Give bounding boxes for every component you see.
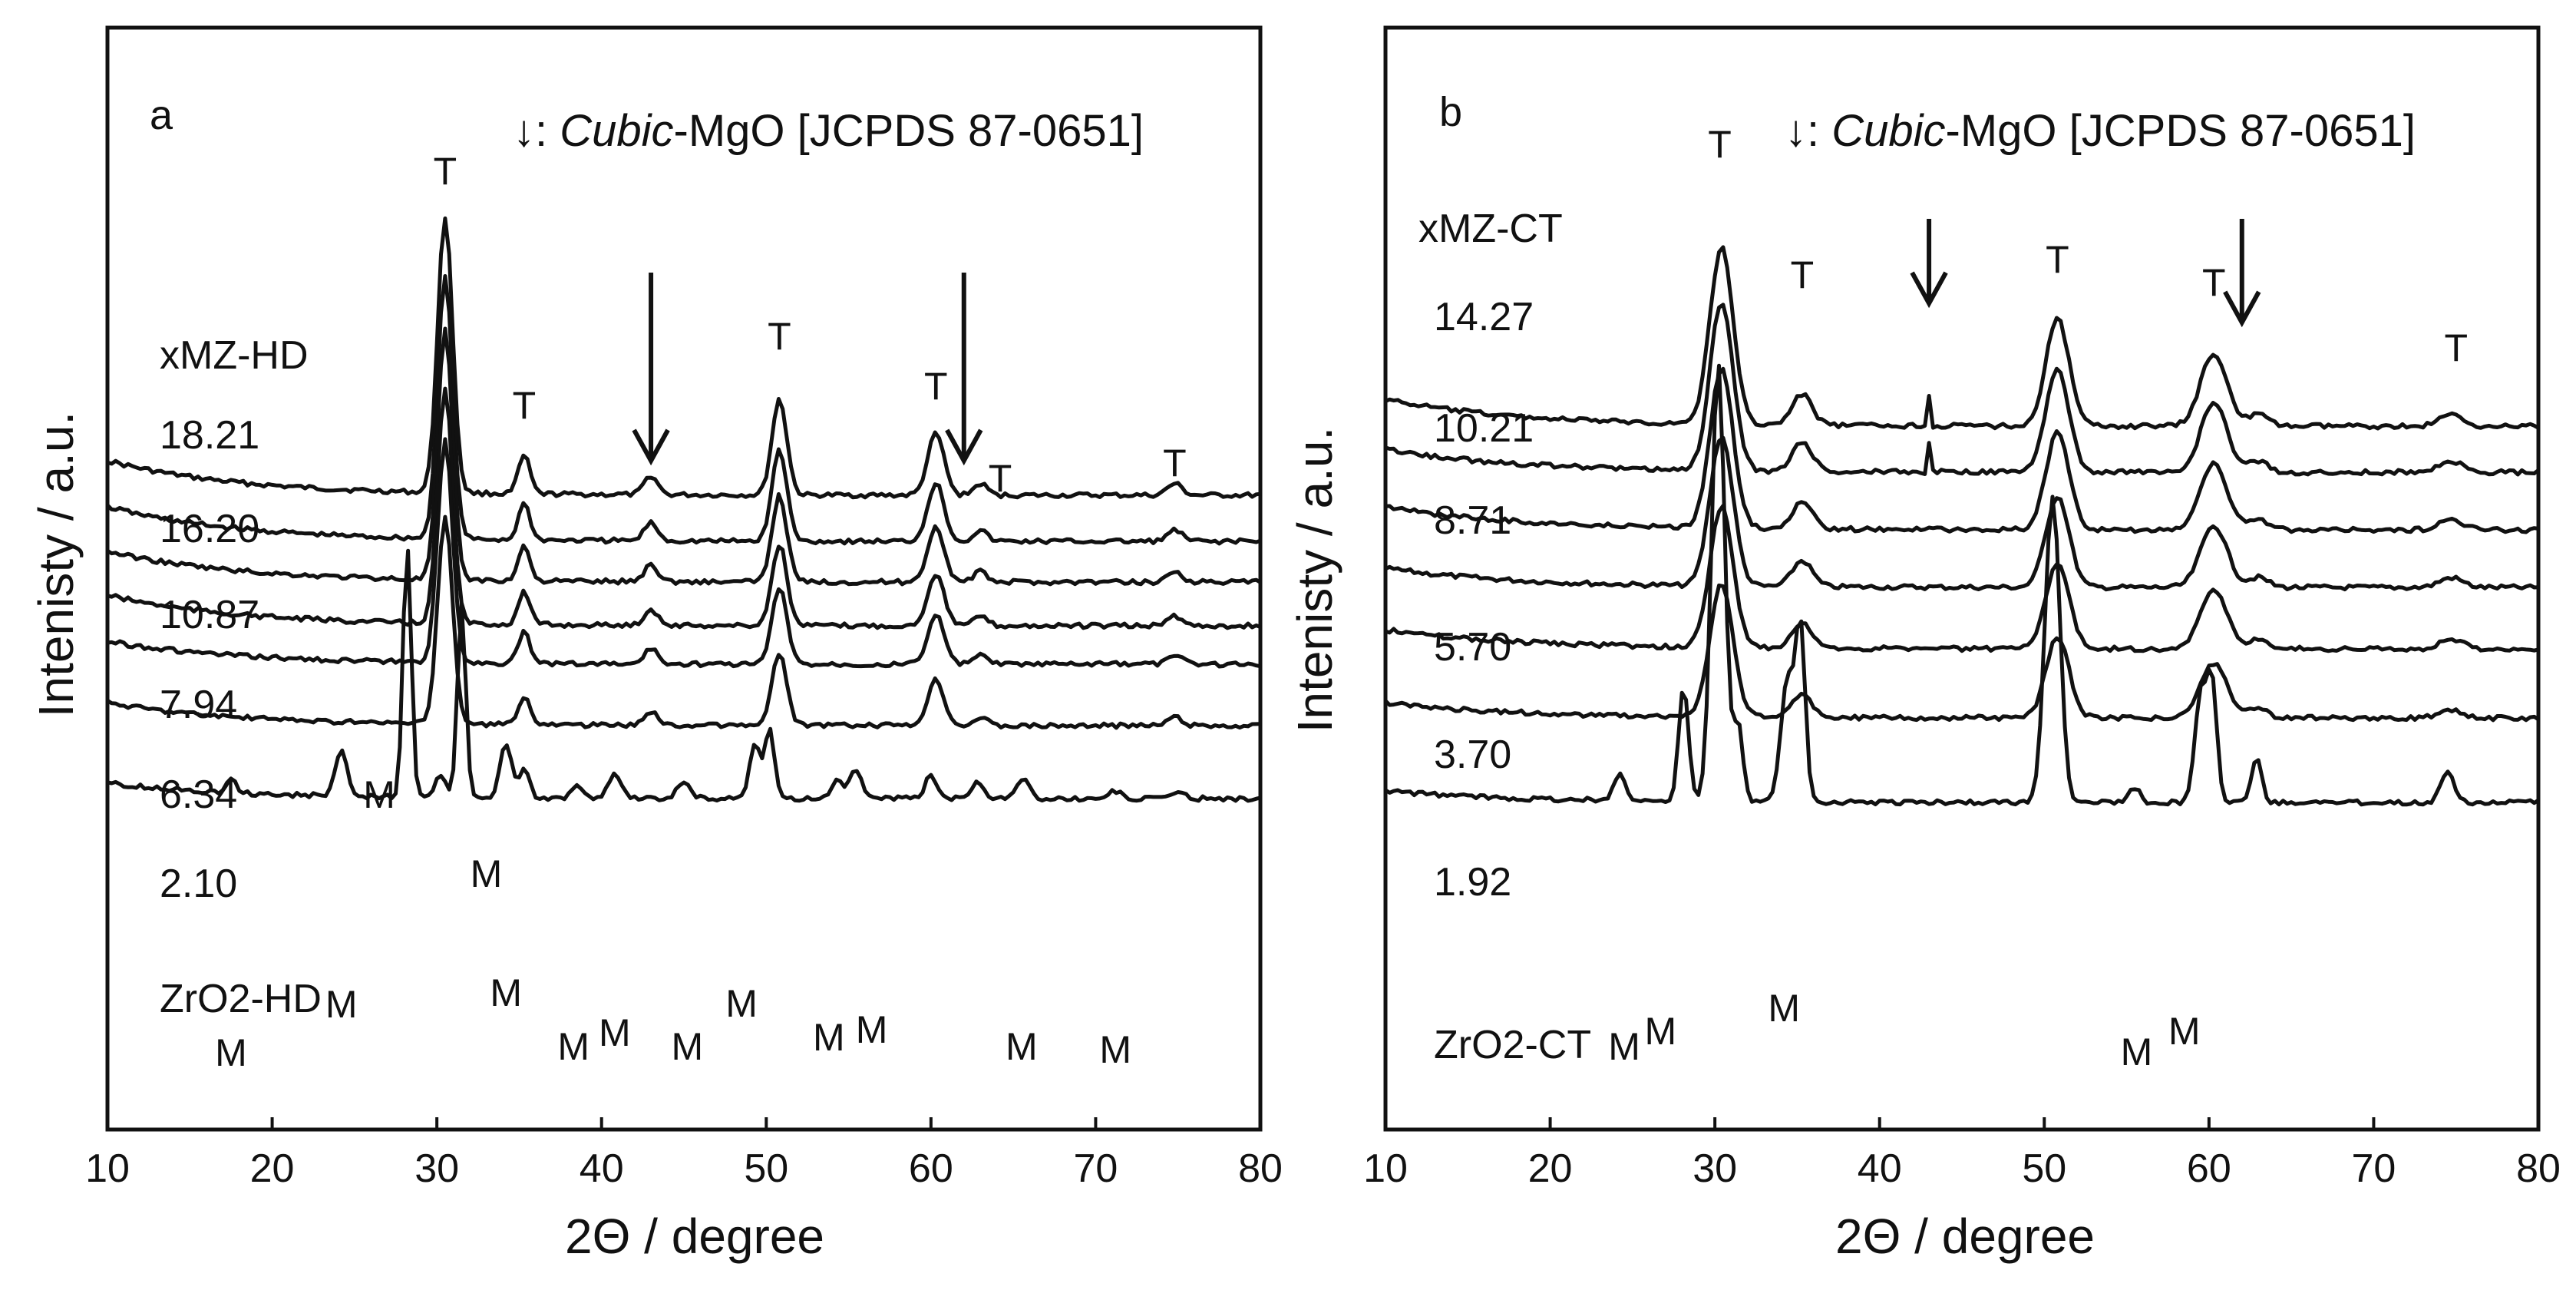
panel-b-ylabel: Intenisty / a.u. [1287,427,1342,733]
xrd-trace-6-34 [107,437,1261,669]
x-tick-label: 50 [744,1146,788,1191]
monoclinic-peak-label: M [1768,987,1800,1030]
panel-b-group-title: xMZ-CT [1418,207,1563,251]
series-label: 2.10 [160,862,237,906]
tetragonal-peak-label: T [1708,123,1732,166]
panel-a-legend: ↓: Cubic-MgO [JCPDS 87-0651] [513,106,1144,156]
tetragonal-peak-label: T [2444,326,2468,369]
xrd-trace-7-94 [107,386,1261,630]
xrd-trace-zro2-hd [107,548,1261,803]
series-label: 16.20 [160,507,259,551]
series-label: 10.21 [1434,406,1534,451]
series-label: 1.92 [1434,860,1511,905]
xrd-trace-18-21 [107,216,1261,500]
legend-suffix: -MgO [JCPDS 87-0651] [674,106,1144,156]
monoclinic-peak-label: M [1099,1028,1131,1071]
monoclinic-peak-label: M [1608,1025,1640,1068]
xrd-trace-10-87 [106,326,1262,587]
tetragonal-peak-label: T [2046,238,2069,281]
x-tick-label: 40 [580,1146,624,1191]
panel-a-xlabel: 2Θ / degree [565,1209,824,1264]
mgo-arrow-head [2223,290,2261,328]
monoclinic-peak-label: M [1006,1025,1038,1068]
x-tick-label: 20 [250,1146,295,1191]
panel-a-frame [105,25,1263,1132]
x-tick-label: 10 [85,1146,130,1191]
series-label: 7.94 [160,683,237,727]
tetragonal-peak-label: T [434,150,457,193]
panel-b-frame [1383,25,2541,1132]
legend-cubic: Cubic [1831,106,1945,156]
panel-a-ylabel: Intenisty / a.u. [28,412,84,717]
legend-arrow: ↓ [1785,106,1807,156]
tetragonal-peak-label: T [2202,261,2226,304]
monoclinic-peak-label: M [471,852,503,895]
series-label: 18.21 [160,413,259,458]
series-label: 3.70 [1434,733,1511,777]
panel-a-letter: a [150,92,173,138]
series-label: ZrO2-HD [160,977,322,1021]
monoclinic-peak-label: M [2168,1010,2201,1053]
x-tick-label: 60 [2187,1146,2231,1191]
tetragonal-peak-label: T [513,384,537,427]
series-label: 5.70 [1434,625,1511,670]
panel-b-xlabel: 2Θ / degree [1835,1209,2095,1264]
monoclinic-peak-label: M [557,1025,590,1068]
x-tick-label: 40 [1858,1146,1902,1191]
legend-arrow: ↓ [513,106,535,156]
x-tick-label: 50 [2022,1146,2066,1191]
monoclinic-peak-label: M [671,1025,703,1068]
xrd-trace-16-20 [106,274,1261,546]
monoclinic-peak-label: M [725,982,758,1025]
x-tick-label: 30 [1693,1146,1737,1191]
monoclinic-peak-label: M [1645,1010,1677,1053]
x-tick-label: 30 [414,1146,459,1191]
series-label: 8.71 [1434,498,1511,543]
tetragonal-peak-label: T [989,457,1012,500]
tetragonal-peak-label: T [768,315,791,358]
monoclinic-peak-label: M [325,983,358,1026]
monoclinic-peak-label: M [490,971,522,1014]
mgo-arrow-head [1910,271,1948,309]
x-tick-label: 70 [1074,1146,1118,1191]
tetragonal-peak-label: T [1791,253,1815,296]
xrd-trace-3-70 [1385,504,2539,653]
panel-a-group-title: xMZ-HD [160,333,309,378]
monoclinic-peak-label: M [856,1008,888,1051]
series-label: 14.27 [1434,295,1534,339]
xrd-trace-1-92 [1384,583,2540,723]
x-tick-label: 10 [1363,1146,1408,1191]
tetragonal-peak-label: T [1163,442,1187,485]
xrd-trace-5-70 [1384,435,2539,592]
x-tick-label: 80 [2516,1146,2561,1191]
monoclinic-peak-label: M [599,1011,631,1054]
monoclinic-peak-label: M [215,1031,247,1074]
xrd-trace-2-10 [106,514,1261,730]
legend-cubic: Cubic [560,106,673,156]
x-tick-label: 80 [1238,1146,1283,1191]
xrd-trace-8-71 [1385,366,2539,534]
xrd-trace-10-21 [1385,303,2540,477]
series-label: ZrO2-CT [1434,1023,1591,1067]
mgo-arrow-head [945,428,983,466]
xrd-trace-14-27 [1385,245,2540,431]
x-tick-label: 20 [1528,1146,1573,1191]
plot-layer: 10 20 30 40 50 60 70 8018.2116.2010.877.946.342… [85,123,2561,1191]
xrd-trace-zro2-ct [1384,363,2540,807]
series-label: 6.34 [160,772,237,817]
x-tick-label: 60 [909,1146,953,1191]
legend-colon: : [535,106,560,156]
tetragonal-peak-label: T [924,365,948,408]
monoclinic-peak-label: M [813,1016,845,1059]
mgo-arrow-head [632,428,670,466]
x-tick-label: 70 [2352,1146,2396,1191]
monoclinic-peak-label: M [2121,1030,2153,1073]
legend-colon: : [1807,106,1831,156]
panel-b-letter: b [1439,89,1462,135]
panel-b-legend: ↓: Cubic-MgO [JCPDS 87-0651] [1785,106,2416,156]
monoclinic-peak-label: M [363,773,395,816]
legend-suffix: -MgO [JCPDS 87-0651] [1946,106,2416,156]
